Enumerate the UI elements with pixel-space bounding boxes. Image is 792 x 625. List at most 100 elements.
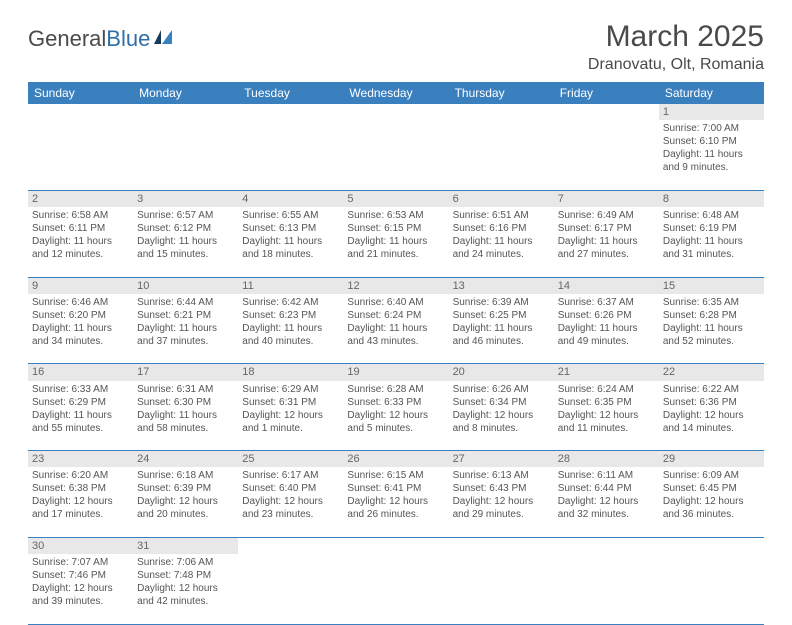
day-header: Tuesday (238, 82, 343, 104)
cell-line: Daylight: 11 hours (32, 409, 129, 422)
cell-line: Sunrise: 6:55 AM (242, 209, 339, 222)
day-detail-cell: Sunrise: 6:42 AMSunset: 6:23 PMDaylight:… (238, 294, 343, 364)
cell-line: and 39 minutes. (32, 595, 129, 608)
day-number-cell: 6 (449, 190, 554, 207)
day-detail-cell (343, 120, 448, 190)
cell-line: Sunrise: 6:51 AM (453, 209, 550, 222)
day-detail-cell: Sunrise: 7:06 AMSunset: 7:48 PMDaylight:… (133, 554, 238, 624)
month-title: March 2025 (588, 20, 764, 54)
day-number-cell: 16 (28, 364, 133, 381)
cell-line: Daylight: 11 hours (558, 322, 655, 335)
day-detail-cell (554, 120, 659, 190)
day-detail-cell: Sunrise: 6:58 AMSunset: 6:11 PMDaylight:… (28, 207, 133, 277)
cell-line: and 31 minutes. (663, 248, 760, 261)
cell-line: Sunset: 6:29 PM (32, 396, 129, 409)
cell-line: Sunrise: 6:42 AM (242, 296, 339, 309)
cell-line: Daylight: 11 hours (663, 235, 760, 248)
day-detail-cell: Sunrise: 7:07 AMSunset: 7:46 PMDaylight:… (28, 554, 133, 624)
cell-line: Daylight: 12 hours (663, 495, 760, 508)
day-number-cell: 5 (343, 190, 448, 207)
day-header-row: SundayMondayTuesdayWednesdayThursdayFrid… (28, 82, 764, 104)
cell-line: Sunset: 6:33 PM (347, 396, 444, 409)
cell-line: Sunset: 6:45 PM (663, 482, 760, 495)
cell-line: Sunrise: 7:00 AM (663, 122, 760, 135)
day-number-cell: 17 (133, 364, 238, 381)
cell-line: Sunset: 6:38 PM (32, 482, 129, 495)
cell-line: Sunset: 6:44 PM (558, 482, 655, 495)
day-detail-cell: Sunrise: 6:44 AMSunset: 6:21 PMDaylight:… (133, 294, 238, 364)
cell-line: Daylight: 11 hours (32, 322, 129, 335)
cell-line: Daylight: 11 hours (347, 322, 444, 335)
day-detail-cell: Sunrise: 6:46 AMSunset: 6:20 PMDaylight:… (28, 294, 133, 364)
cell-line: Sunset: 6:17 PM (558, 222, 655, 235)
cell-line: and 23 minutes. (242, 508, 339, 521)
day-detail-cell (238, 554, 343, 624)
day-number-cell: 28 (554, 451, 659, 468)
cell-line: Sunset: 6:13 PM (242, 222, 339, 235)
daynum-row: 3031 (28, 537, 764, 554)
cell-line: Sunset: 6:16 PM (453, 222, 550, 235)
day-number-cell: 15 (659, 277, 764, 294)
cell-line: Daylight: 12 hours (347, 409, 444, 422)
day-detail-cell: Sunrise: 6:51 AMSunset: 6:16 PMDaylight:… (449, 207, 554, 277)
cell-line: Daylight: 11 hours (32, 235, 129, 248)
cell-line: and 11 minutes. (558, 422, 655, 435)
cell-line: Sunset: 6:31 PM (242, 396, 339, 409)
cell-line: Sunrise: 6:48 AM (663, 209, 760, 222)
day-detail-cell (449, 120, 554, 190)
day-detail-cell: Sunrise: 6:26 AMSunset: 6:34 PMDaylight:… (449, 381, 554, 451)
detail-row: Sunrise: 6:58 AMSunset: 6:11 PMDaylight:… (28, 207, 764, 277)
cell-line: Sunrise: 6:46 AM (32, 296, 129, 309)
cell-line: Daylight: 12 hours (242, 495, 339, 508)
day-number-cell: 3 (133, 190, 238, 207)
cell-line: and 17 minutes. (32, 508, 129, 521)
daynum-row: 1 (28, 104, 764, 120)
day-number-cell: 4 (238, 190, 343, 207)
day-detail-cell: Sunrise: 6:53 AMSunset: 6:15 PMDaylight:… (343, 207, 448, 277)
day-number-cell: 18 (238, 364, 343, 381)
cell-line: Daylight: 11 hours (137, 409, 234, 422)
cell-line: Sunrise: 6:37 AM (558, 296, 655, 309)
daynum-row: 23242526272829 (28, 451, 764, 468)
day-detail-cell: Sunrise: 6:40 AMSunset: 6:24 PMDaylight:… (343, 294, 448, 364)
day-header: Wednesday (343, 82, 448, 104)
cell-line: and 12 minutes. (32, 248, 129, 261)
detail-row: Sunrise: 7:00 AMSunset: 6:10 PMDaylight:… (28, 120, 764, 190)
cell-line: Sunrise: 6:31 AM (137, 383, 234, 396)
day-detail-cell (659, 554, 764, 624)
day-number-cell: 29 (659, 451, 764, 468)
cell-line: Sunset: 6:15 PM (347, 222, 444, 235)
day-detail-cell (28, 120, 133, 190)
day-detail-cell: Sunrise: 6:13 AMSunset: 6:43 PMDaylight:… (449, 467, 554, 537)
cell-line: and 36 minutes. (663, 508, 760, 521)
cell-line: Daylight: 11 hours (663, 148, 760, 161)
title-block: March 2025 Dranovatu, Olt, Romania (588, 20, 764, 74)
cell-line: and 5 minutes. (347, 422, 444, 435)
cell-line: and 42 minutes. (137, 595, 234, 608)
cell-line: and 52 minutes. (663, 335, 760, 348)
logo: GeneralBlue (28, 20, 176, 52)
day-number-cell: 10 (133, 277, 238, 294)
day-detail-cell: Sunrise: 6:39 AMSunset: 6:25 PMDaylight:… (449, 294, 554, 364)
day-number-cell: 7 (554, 190, 659, 207)
day-number-cell: 8 (659, 190, 764, 207)
day-number-cell: 13 (449, 277, 554, 294)
cell-line: Sunrise: 6:15 AM (347, 469, 444, 482)
day-detail-cell (238, 120, 343, 190)
detail-row: Sunrise: 6:46 AMSunset: 6:20 PMDaylight:… (28, 294, 764, 364)
cell-line: Sunrise: 6:11 AM (558, 469, 655, 482)
daynum-row: 2345678 (28, 190, 764, 207)
cell-line: Sunset: 6:36 PM (663, 396, 760, 409)
cell-line: Sunrise: 6:33 AM (32, 383, 129, 396)
cell-line: Sunrise: 6:57 AM (137, 209, 234, 222)
cell-line: and 24 minutes. (453, 248, 550, 261)
cell-line: Sunset: 6:30 PM (137, 396, 234, 409)
cell-line: Daylight: 11 hours (453, 235, 550, 248)
day-detail-cell: Sunrise: 6:48 AMSunset: 6:19 PMDaylight:… (659, 207, 764, 277)
day-number-cell: 31 (133, 537, 238, 554)
day-header: Monday (133, 82, 238, 104)
cell-line: Sunset: 6:26 PM (558, 309, 655, 322)
cell-line: Daylight: 12 hours (137, 495, 234, 508)
day-detail-cell: Sunrise: 7:00 AMSunset: 6:10 PMDaylight:… (659, 120, 764, 190)
cell-line: and 49 minutes. (558, 335, 655, 348)
